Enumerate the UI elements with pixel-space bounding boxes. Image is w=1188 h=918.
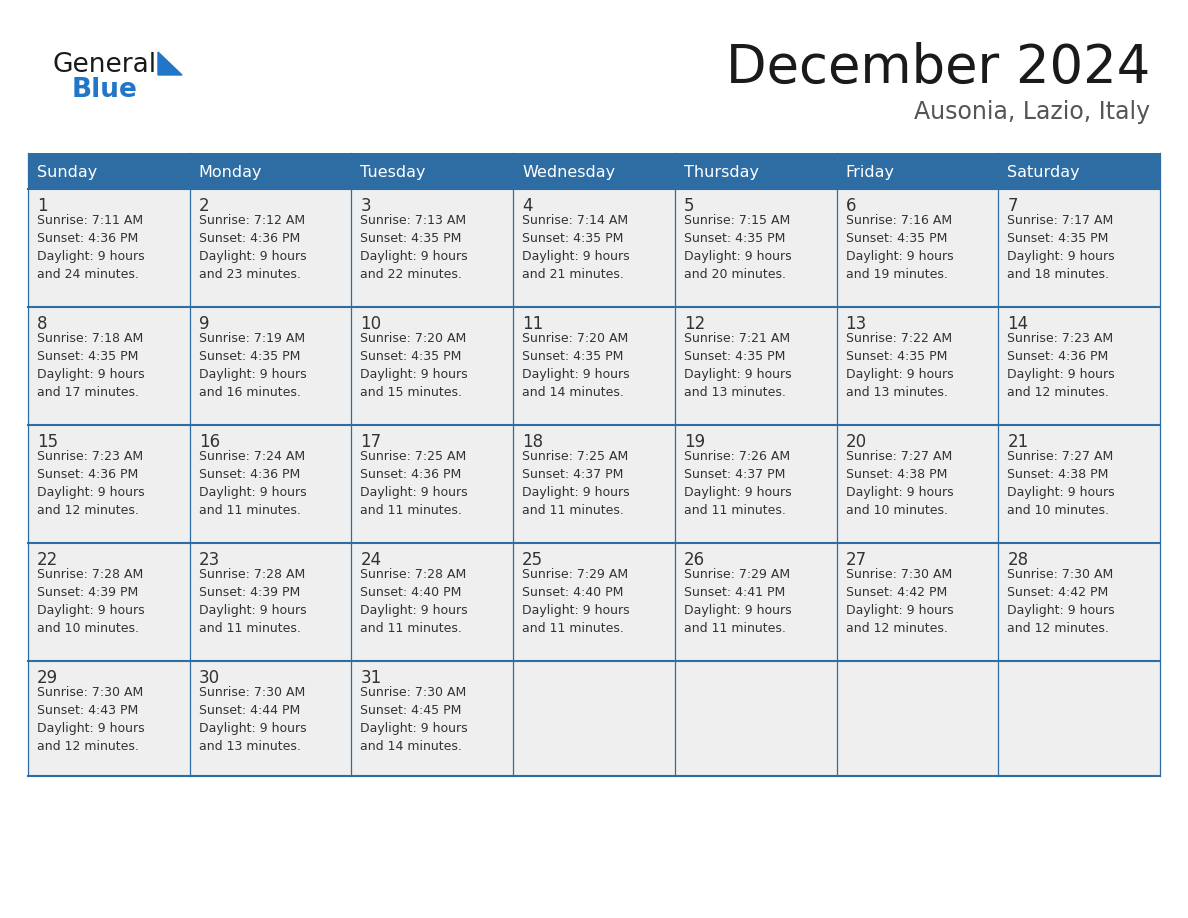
Text: Sunrise: 7:18 AM
Sunset: 4:35 PM
Daylight: 9 hours
and 17 minutes.: Sunrise: 7:18 AM Sunset: 4:35 PM Dayligh… bbox=[37, 332, 145, 399]
Text: 18: 18 bbox=[523, 433, 543, 451]
Text: Sunrise: 7:23 AM
Sunset: 4:36 PM
Daylight: 9 hours
and 12 minutes.: Sunrise: 7:23 AM Sunset: 4:36 PM Dayligh… bbox=[37, 450, 145, 517]
Text: Sunrise: 7:11 AM
Sunset: 4:36 PM
Daylight: 9 hours
and 24 minutes.: Sunrise: 7:11 AM Sunset: 4:36 PM Dayligh… bbox=[37, 214, 145, 281]
Text: 23: 23 bbox=[198, 551, 220, 569]
Text: Sunrise: 7:12 AM
Sunset: 4:36 PM
Daylight: 9 hours
and 23 minutes.: Sunrise: 7:12 AM Sunset: 4:36 PM Dayligh… bbox=[198, 214, 307, 281]
Text: 26: 26 bbox=[684, 551, 704, 569]
Text: Sunrise: 7:15 AM
Sunset: 4:35 PM
Daylight: 9 hours
and 20 minutes.: Sunrise: 7:15 AM Sunset: 4:35 PM Dayligh… bbox=[684, 214, 791, 281]
Text: 10: 10 bbox=[360, 315, 381, 333]
Text: Sunrise: 7:22 AM
Sunset: 4:35 PM
Daylight: 9 hours
and 13 minutes.: Sunrise: 7:22 AM Sunset: 4:35 PM Dayligh… bbox=[846, 332, 953, 399]
Text: Sunrise: 7:25 AM
Sunset: 4:37 PM
Daylight: 9 hours
and 11 minutes.: Sunrise: 7:25 AM Sunset: 4:37 PM Dayligh… bbox=[523, 450, 630, 517]
Text: Sunrise: 7:27 AM
Sunset: 4:38 PM
Daylight: 9 hours
and 10 minutes.: Sunrise: 7:27 AM Sunset: 4:38 PM Dayligh… bbox=[1007, 450, 1114, 517]
Text: Blue: Blue bbox=[72, 77, 138, 103]
Text: Ausonia, Lazio, Italy: Ausonia, Lazio, Italy bbox=[914, 100, 1150, 124]
Text: 24: 24 bbox=[360, 551, 381, 569]
Bar bbox=[29, 189, 1159, 307]
Bar bbox=[29, 153, 1159, 189]
Text: 14: 14 bbox=[1007, 315, 1029, 333]
Text: 21: 21 bbox=[1007, 433, 1029, 451]
Text: Sunrise: 7:26 AM
Sunset: 4:37 PM
Daylight: 9 hours
and 11 minutes.: Sunrise: 7:26 AM Sunset: 4:37 PM Dayligh… bbox=[684, 450, 791, 517]
Text: Thursday: Thursday bbox=[684, 164, 759, 180]
Text: Sunrise: 7:28 AM
Sunset: 4:39 PM
Daylight: 9 hours
and 10 minutes.: Sunrise: 7:28 AM Sunset: 4:39 PM Dayligh… bbox=[37, 568, 145, 635]
Text: Sunrise: 7:25 AM
Sunset: 4:36 PM
Daylight: 9 hours
and 11 minutes.: Sunrise: 7:25 AM Sunset: 4:36 PM Dayligh… bbox=[360, 450, 468, 517]
Bar bbox=[29, 307, 1159, 425]
Text: 7: 7 bbox=[1007, 197, 1018, 215]
Text: 22: 22 bbox=[37, 551, 58, 569]
Text: 31: 31 bbox=[360, 669, 381, 687]
Text: Sunrise: 7:30 AM
Sunset: 4:43 PM
Daylight: 9 hours
and 12 minutes.: Sunrise: 7:30 AM Sunset: 4:43 PM Dayligh… bbox=[37, 686, 145, 753]
Text: Sunrise: 7:30 AM
Sunset: 4:45 PM
Daylight: 9 hours
and 14 minutes.: Sunrise: 7:30 AM Sunset: 4:45 PM Dayligh… bbox=[360, 686, 468, 753]
Text: 15: 15 bbox=[37, 433, 58, 451]
Text: Sunrise: 7:30 AM
Sunset: 4:42 PM
Daylight: 9 hours
and 12 minutes.: Sunrise: 7:30 AM Sunset: 4:42 PM Dayligh… bbox=[846, 568, 953, 635]
Text: 9: 9 bbox=[198, 315, 209, 333]
Text: 30: 30 bbox=[198, 669, 220, 687]
Text: Sunrise: 7:27 AM
Sunset: 4:38 PM
Daylight: 9 hours
and 10 minutes.: Sunrise: 7:27 AM Sunset: 4:38 PM Dayligh… bbox=[846, 450, 953, 517]
Text: December 2024: December 2024 bbox=[726, 42, 1150, 94]
Text: 5: 5 bbox=[684, 197, 694, 215]
Text: Sunrise: 7:28 AM
Sunset: 4:40 PM
Daylight: 9 hours
and 11 minutes.: Sunrise: 7:28 AM Sunset: 4:40 PM Dayligh… bbox=[360, 568, 468, 635]
Text: 3: 3 bbox=[360, 197, 371, 215]
Text: Sunrise: 7:19 AM
Sunset: 4:35 PM
Daylight: 9 hours
and 16 minutes.: Sunrise: 7:19 AM Sunset: 4:35 PM Dayligh… bbox=[198, 332, 307, 399]
Text: Sunrise: 7:14 AM
Sunset: 4:35 PM
Daylight: 9 hours
and 21 minutes.: Sunrise: 7:14 AM Sunset: 4:35 PM Dayligh… bbox=[523, 214, 630, 281]
Text: 25: 25 bbox=[523, 551, 543, 569]
Text: Sunrise: 7:21 AM
Sunset: 4:35 PM
Daylight: 9 hours
and 13 minutes.: Sunrise: 7:21 AM Sunset: 4:35 PM Dayligh… bbox=[684, 332, 791, 399]
Text: 12: 12 bbox=[684, 315, 706, 333]
Text: Sunrise: 7:30 AM
Sunset: 4:44 PM
Daylight: 9 hours
and 13 minutes.: Sunrise: 7:30 AM Sunset: 4:44 PM Dayligh… bbox=[198, 686, 307, 753]
Text: Sunrise: 7:24 AM
Sunset: 4:36 PM
Daylight: 9 hours
and 11 minutes.: Sunrise: 7:24 AM Sunset: 4:36 PM Dayligh… bbox=[198, 450, 307, 517]
Text: Wednesday: Wednesday bbox=[523, 164, 615, 180]
Text: 13: 13 bbox=[846, 315, 867, 333]
Text: Monday: Monday bbox=[198, 164, 263, 180]
Text: Sunrise: 7:29 AM
Sunset: 4:41 PM
Daylight: 9 hours
and 11 minutes.: Sunrise: 7:29 AM Sunset: 4:41 PM Dayligh… bbox=[684, 568, 791, 635]
Text: 2: 2 bbox=[198, 197, 209, 215]
Text: Sunrise: 7:23 AM
Sunset: 4:36 PM
Daylight: 9 hours
and 12 minutes.: Sunrise: 7:23 AM Sunset: 4:36 PM Dayligh… bbox=[1007, 332, 1114, 399]
Text: 28: 28 bbox=[1007, 551, 1029, 569]
Text: Sunrise: 7:20 AM
Sunset: 4:35 PM
Daylight: 9 hours
and 14 minutes.: Sunrise: 7:20 AM Sunset: 4:35 PM Dayligh… bbox=[523, 332, 630, 399]
Polygon shape bbox=[158, 52, 182, 75]
Text: Sunrise: 7:16 AM
Sunset: 4:35 PM
Daylight: 9 hours
and 19 minutes.: Sunrise: 7:16 AM Sunset: 4:35 PM Dayligh… bbox=[846, 214, 953, 281]
Text: 29: 29 bbox=[37, 669, 58, 687]
Text: 1: 1 bbox=[37, 197, 48, 215]
Text: Tuesday: Tuesday bbox=[360, 164, 426, 180]
Text: Sunrise: 7:17 AM
Sunset: 4:35 PM
Daylight: 9 hours
and 18 minutes.: Sunrise: 7:17 AM Sunset: 4:35 PM Dayligh… bbox=[1007, 214, 1114, 281]
Text: 16: 16 bbox=[198, 433, 220, 451]
Bar bbox=[29, 543, 1159, 661]
Bar bbox=[29, 425, 1159, 543]
Text: 4: 4 bbox=[523, 197, 532, 215]
Text: 11: 11 bbox=[523, 315, 543, 333]
Text: 8: 8 bbox=[37, 315, 48, 333]
Text: Sunrise: 7:28 AM
Sunset: 4:39 PM
Daylight: 9 hours
and 11 minutes.: Sunrise: 7:28 AM Sunset: 4:39 PM Dayligh… bbox=[198, 568, 307, 635]
Text: 19: 19 bbox=[684, 433, 704, 451]
Text: Sunrise: 7:20 AM
Sunset: 4:35 PM
Daylight: 9 hours
and 15 minutes.: Sunrise: 7:20 AM Sunset: 4:35 PM Dayligh… bbox=[360, 332, 468, 399]
Bar bbox=[29, 661, 1159, 776]
Text: 6: 6 bbox=[846, 197, 857, 215]
Text: 17: 17 bbox=[360, 433, 381, 451]
Text: General: General bbox=[52, 52, 156, 78]
Text: Saturday: Saturday bbox=[1007, 164, 1080, 180]
Text: Friday: Friday bbox=[846, 164, 895, 180]
Text: Sunrise: 7:30 AM
Sunset: 4:42 PM
Daylight: 9 hours
and 12 minutes.: Sunrise: 7:30 AM Sunset: 4:42 PM Dayligh… bbox=[1007, 568, 1114, 635]
Text: Sunday: Sunday bbox=[37, 164, 97, 180]
Text: Sunrise: 7:29 AM
Sunset: 4:40 PM
Daylight: 9 hours
and 11 minutes.: Sunrise: 7:29 AM Sunset: 4:40 PM Dayligh… bbox=[523, 568, 630, 635]
Text: 20: 20 bbox=[846, 433, 867, 451]
Text: 27: 27 bbox=[846, 551, 867, 569]
Text: Sunrise: 7:13 AM
Sunset: 4:35 PM
Daylight: 9 hours
and 22 minutes.: Sunrise: 7:13 AM Sunset: 4:35 PM Dayligh… bbox=[360, 214, 468, 281]
